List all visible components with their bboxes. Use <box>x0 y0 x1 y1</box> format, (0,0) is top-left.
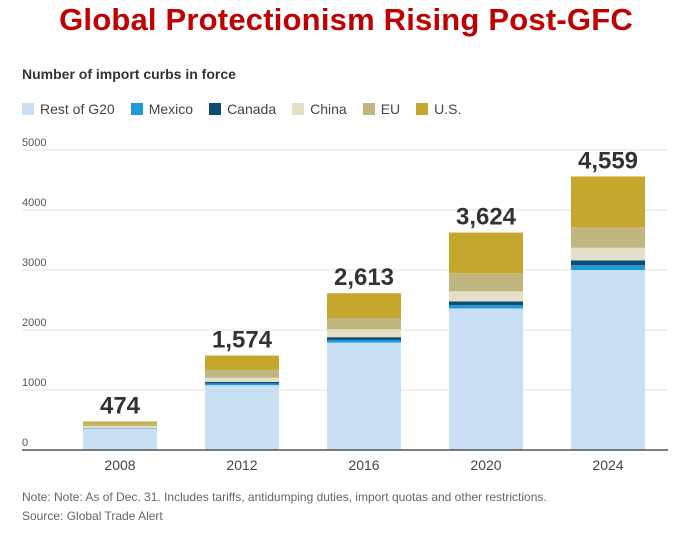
bar-segment <box>327 337 401 340</box>
y-tick-label: 4000 <box>22 197 46 209</box>
legend-label: Mexico <box>148 101 194 117</box>
legend-item-eu: EU <box>362 101 401 117</box>
legend-swatch <box>362 103 375 115</box>
bar-segment <box>449 232 523 274</box>
y-tick-label: 0 <box>22 437 28 449</box>
y-tick-label: 2000 <box>22 317 46 329</box>
bar-segment <box>83 428 157 450</box>
bar-segment <box>449 291 523 302</box>
x-tick-label: 2024 <box>592 457 623 473</box>
legend-label: Rest of G20 <box>40 101 115 117</box>
bar-segment <box>83 426 157 429</box>
chart-footnote: Note: Note: As of Dec. 31. Includes tari… <box>22 488 547 526</box>
legend-item-canada: Canada <box>209 101 276 117</box>
bar-segment <box>327 293 401 318</box>
legend: Rest of G20 Mexico Canada China EU U.S. <box>22 101 477 117</box>
y-tick-label: 5000 <box>22 137 46 149</box>
legend-swatch <box>416 103 429 115</box>
bar-segment <box>327 318 401 330</box>
bar-segment <box>205 381 279 384</box>
bar-segment <box>571 227 645 248</box>
x-tick-label: 2020 <box>470 457 501 473</box>
bar-segment <box>571 265 645 270</box>
bar-segment <box>205 385 279 450</box>
bar-total-label: 3,624 <box>456 204 517 231</box>
bar-segment <box>449 305 523 309</box>
bar-total-label: 474 <box>100 393 141 420</box>
note-text: Note: Note: As of Dec. 31. Includes tari… <box>22 490 547 504</box>
bar-segment <box>83 421 157 424</box>
legend-swatch <box>130 103 143 115</box>
bar-segment <box>571 176 645 228</box>
x-tick-label: 2012 <box>226 457 257 473</box>
y-tick-label: 1000 <box>22 377 46 389</box>
bar-segment <box>327 329 401 338</box>
legend-label: U.S. <box>434 101 462 117</box>
bar-segment <box>449 273 523 292</box>
source-text: Source: Global Trade Alert <box>22 509 163 523</box>
chart-subtitle: Number of import curbs in force <box>22 66 236 82</box>
bar-segment <box>571 260 645 266</box>
x-tick-label: 2016 <box>348 457 379 473</box>
legend-item-rest-of-g20: Rest of G20 <box>22 101 115 117</box>
legend-item-us: U.S. <box>416 101 461 117</box>
bar-segment <box>571 270 645 450</box>
bar-segment <box>205 369 279 378</box>
bar-segment <box>571 247 645 261</box>
bar-segment <box>205 377 279 382</box>
legend-label: EU <box>380 101 401 117</box>
legend-item-mexico: Mexico <box>130 101 194 117</box>
legend-swatch <box>292 103 305 115</box>
bar-segment <box>205 383 279 386</box>
bar-total-label: 1,574 <box>212 327 273 354</box>
bar-segment <box>205 355 279 370</box>
legend-item-china: China <box>292 101 347 117</box>
legend-label: China <box>310 101 347 117</box>
bar-segment <box>327 342 401 450</box>
bar-total-label: 4,559 <box>578 147 638 174</box>
bar-total-label: 2,613 <box>334 264 394 291</box>
x-tick-label: 2008 <box>104 457 135 473</box>
bar-segment <box>449 301 523 306</box>
bar-segment <box>327 339 401 343</box>
legend-swatch <box>22 103 34 115</box>
bar-segment <box>83 423 157 427</box>
chart-title: Global Protectionism Rising Post-GFC <box>59 2 633 37</box>
legend-swatch <box>209 103 222 115</box>
y-tick-label: 3000 <box>22 257 46 269</box>
legend-label: Canada <box>227 101 277 117</box>
bar-segment <box>449 308 523 450</box>
